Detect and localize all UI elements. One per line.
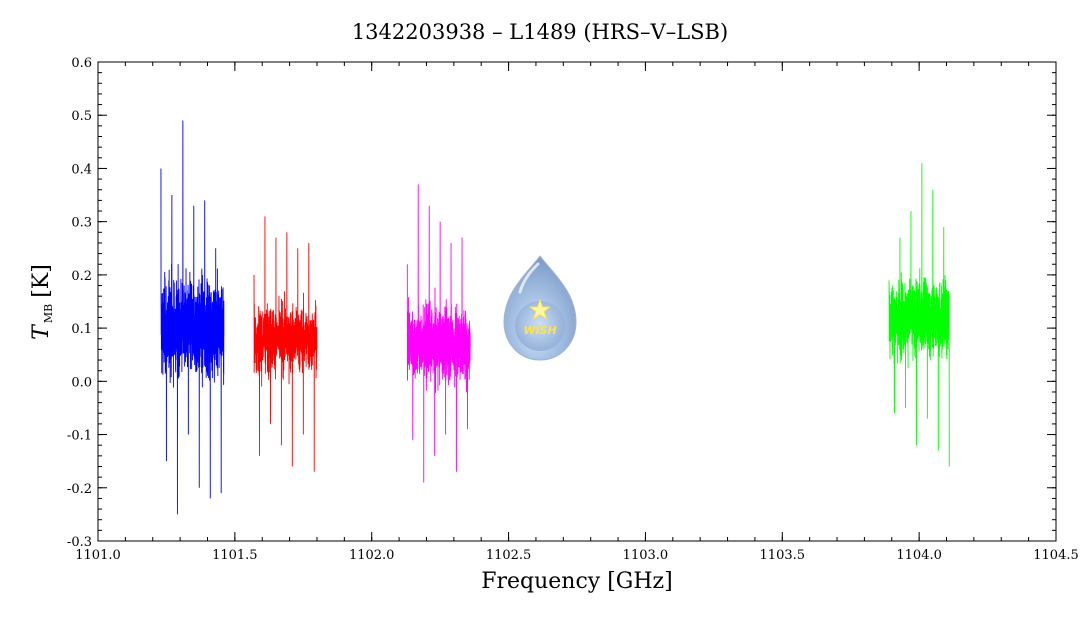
y-tick-label: 0.2	[71, 269, 92, 284]
y-tick-label: 0.5	[71, 109, 92, 124]
series-layer	[160, 120, 950, 515]
y-tick-label: 0.3	[71, 216, 92, 231]
water-drop-star-logo: WISH	[503, 255, 577, 361]
y-tick-label: 0.1	[71, 322, 92, 337]
x-tick-label: 1103.0	[623, 548, 669, 563]
x-tick-label: 1102.5	[486, 548, 532, 563]
x-tick-label: 1104.5	[1033, 548, 1079, 563]
spectrum-series-4	[888, 163, 950, 467]
x-tick-label: 1102.0	[349, 548, 395, 563]
x-tick-label: 1101.0	[75, 548, 121, 563]
logo-text: WISH	[523, 324, 556, 337]
y-axis-subscript: MB	[42, 304, 55, 323]
y-tick-label: 0.4	[71, 162, 92, 177]
svg-text:TMB[K]: TMB [K]	[29, 264, 55, 340]
y-axis-unit: [K]	[29, 264, 54, 298]
spectrum-series-1	[160, 120, 225, 515]
y-tick-label: -0.2	[67, 482, 92, 497]
plot-border	[97, 61, 1057, 542]
spectrum-series-2	[253, 216, 318, 472]
y-tick-label: -0.1	[67, 429, 92, 444]
x-axis-title: Frequency [GHz]	[481, 569, 673, 594]
plot-frame	[97, 61, 1057, 542]
x-tick-label: 1103.5	[760, 548, 806, 563]
y-tick-label: 0.6	[71, 56, 92, 71]
chart-title: 1342203938 – L1489 (HRS–V–LSB)	[352, 20, 728, 44]
x-tick-label: 1104.0	[896, 548, 942, 563]
y-tick-label: 0.0	[71, 375, 92, 390]
x-tick-label: 1101.5	[212, 548, 258, 563]
tick-label-layer: 1101.0 1101.5 1102.0 1102.5 1103.0 1103.5 1104…	[67, 56, 1079, 563]
tick-layer	[97, 61, 1057, 542]
y-axis-symbol: T	[29, 323, 54, 340]
spectrum-series-3	[406, 184, 471, 483]
y-axis-title: TMB [K]	[29, 264, 55, 340]
y-tick-label: -0.3	[67, 535, 92, 550]
